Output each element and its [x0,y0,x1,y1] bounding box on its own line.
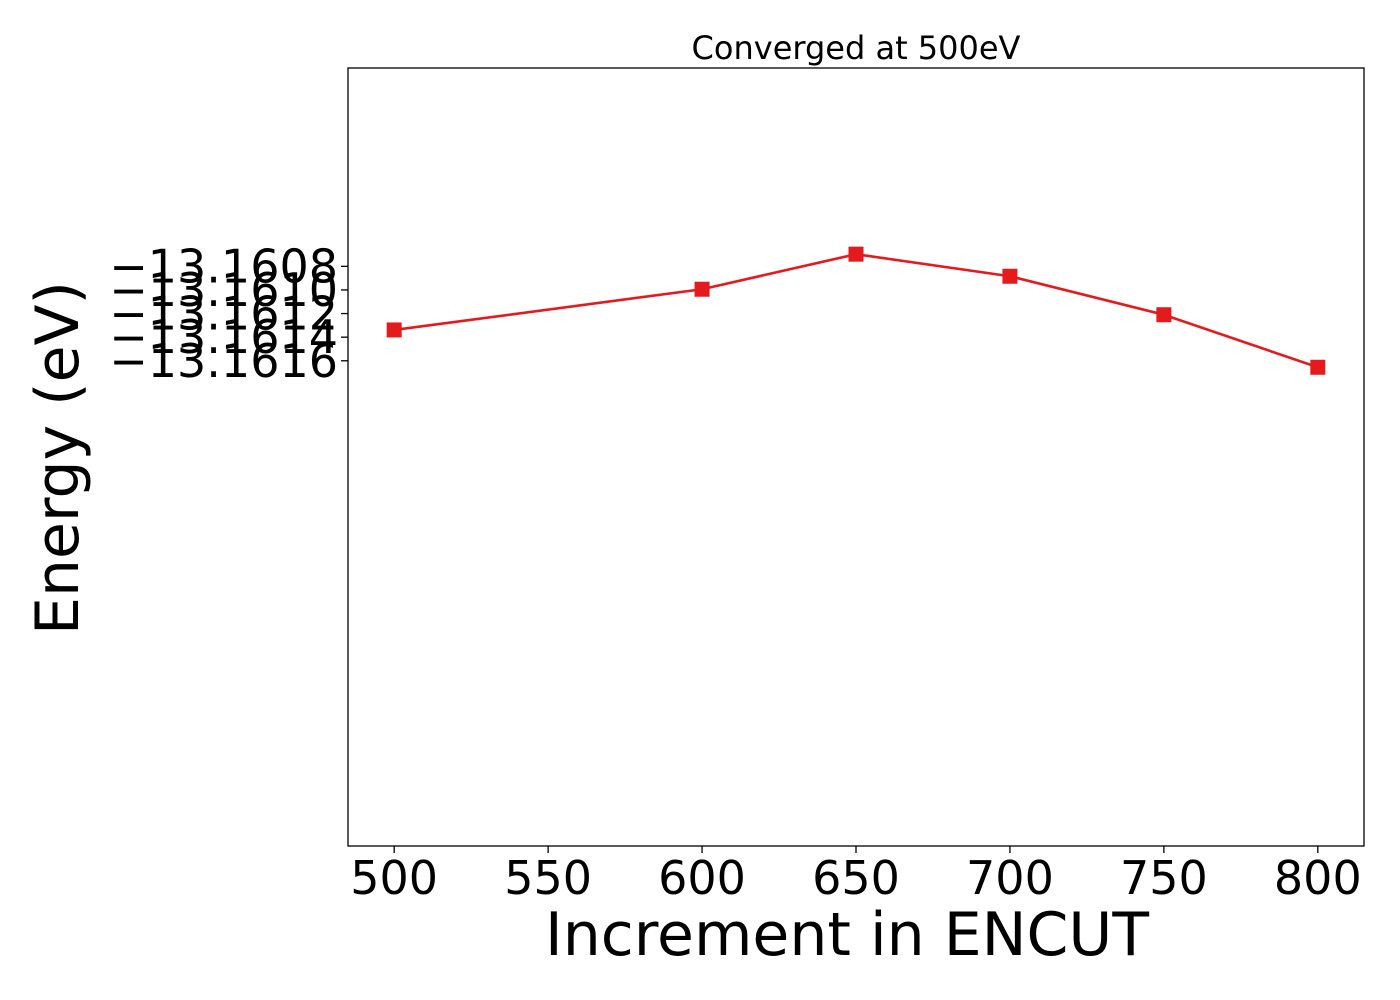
x-tick-label: 600 [658,851,746,905]
plot-area [347,67,1365,847]
x-tick-label: 650 [812,851,900,905]
y-tick-label: −13.1616 [109,334,338,388]
y-axis-label: Energy (eV) [23,281,93,635]
y-axis: −13.1608−13.1610−13.1612−13.1614−13.1616 [109,239,348,388]
data-point-marker [1156,307,1172,323]
data-point-marker [694,281,710,297]
x-axis: 500 550 600 650 700 750 800 [350,846,1362,905]
y-tick-label: −13.1612 [109,287,338,341]
series-layer [386,246,1326,375]
data-point-marker [1310,359,1326,375]
x-tick-label: 550 [504,851,592,905]
series-line [394,252,1319,369]
plot-frame [347,67,1365,847]
x-tick-label: 800 [1274,851,1362,905]
data-point-marker [848,246,864,262]
y-tick-label: −13.1608 [109,239,338,293]
chart-title: Converged at 500eV [692,29,1021,67]
x-axis-label: Increment in ENCUT [545,900,1149,970]
y-tick-label: −13.1610 [109,263,338,317]
x-tick-label: 500 [350,851,438,905]
x-tick-label: 750 [1120,851,1208,905]
y-tick-label: −13.1614 [109,310,338,364]
data-point-marker [386,322,402,338]
x-tick-label: 700 [966,851,1054,905]
data-point-marker [1002,268,1018,284]
